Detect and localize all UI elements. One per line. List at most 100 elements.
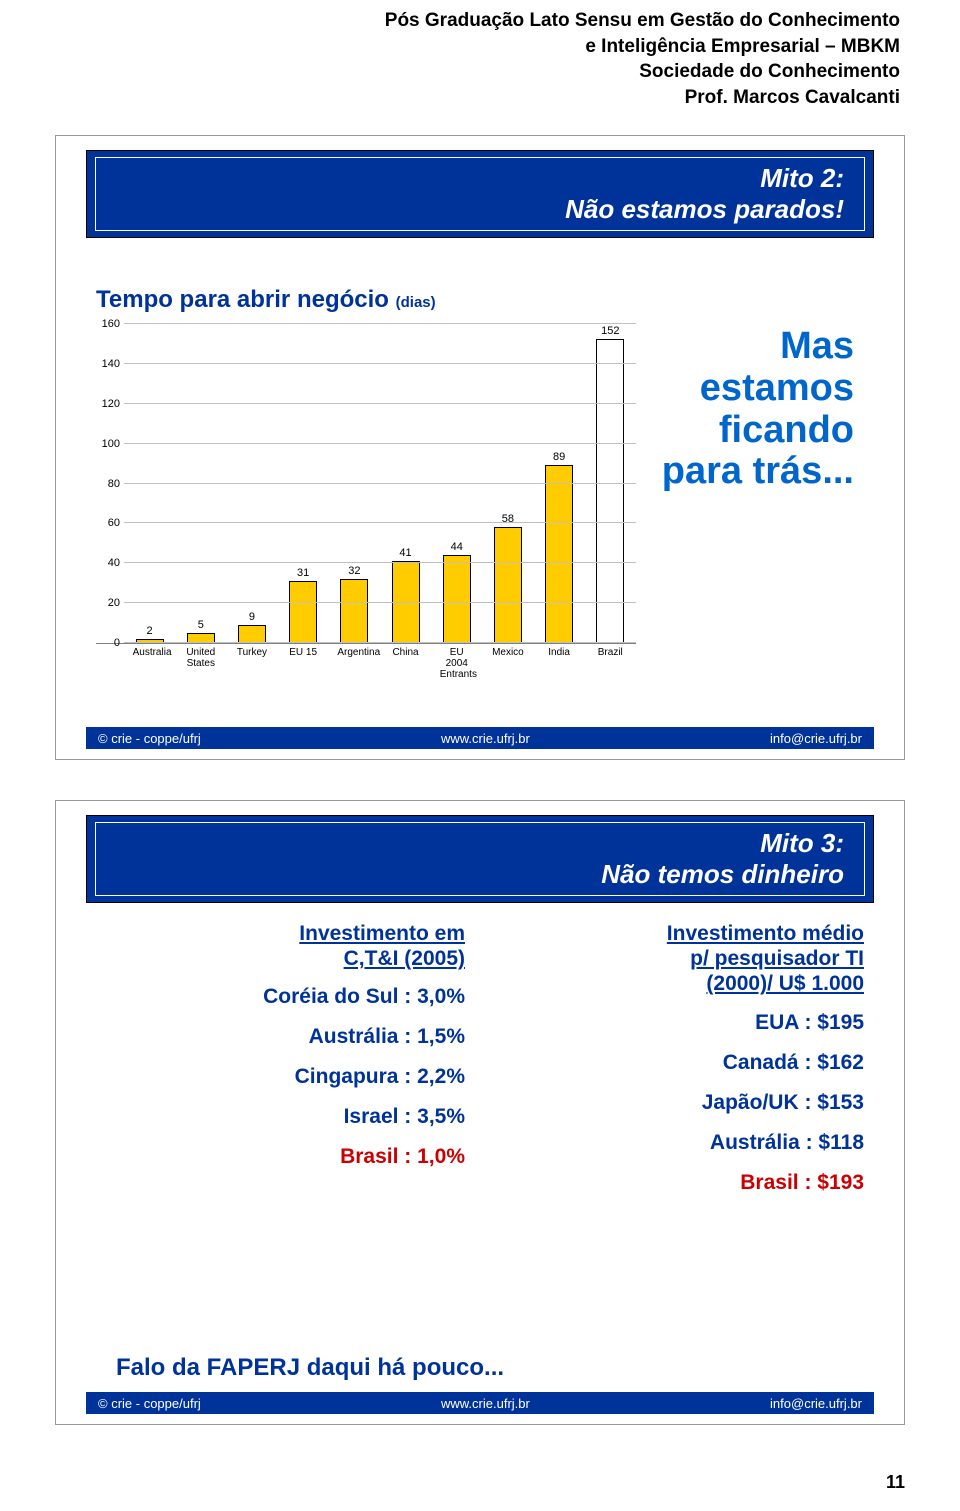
y-tick-label: 0 [96,637,120,649]
title-line-2: Não temos dinheiro [601,859,844,889]
footer-left: © crie - coppe/ufrj [98,731,201,746]
bar-wrap: 9 [235,611,269,643]
slide-title: Mito 2: Não estamos parados! [565,163,844,225]
title-line-2: Não estamos parados! [565,194,844,224]
gridline [124,483,636,484]
left-heading: Investimento em C,T&I (2005) [96,921,465,971]
y-tick-label: 160 [96,318,120,330]
bar-value-label: 44 [451,541,463,553]
x-tick-label: Argentina [337,643,371,680]
right-heading: Investimento médio p/ pesquisador TI (20… [495,921,864,997]
bar-wrap: 2 [133,625,167,643]
left-column: Investimento em C,T&I (2005) Coréia do S… [96,921,465,1211]
footer-bar: © crie - coppe/ufrj www.crie.ufrj.br inf… [86,1392,874,1414]
y-tick-label: 120 [96,398,120,410]
data-row: Austrália : $118 [495,1131,864,1155]
bar-wrap: 89 [542,451,576,643]
bar [494,527,522,643]
x-tick-label: Australia [133,643,167,680]
right-heading-l3: (2000)/ U$ 1.000 [706,972,864,995]
gridline [124,403,636,404]
bar-value-label: 89 [553,451,565,463]
bar-value-label: 31 [297,567,309,579]
y-tick-label: 60 [96,517,120,529]
left-heading-l1: Investimento em [299,922,465,945]
y-tick-label: 40 [96,557,120,569]
gridline [124,642,636,643]
gridline [124,602,636,603]
right-heading-l2: p/ pesquisador TI [690,947,864,970]
x-tick-label: Turkey [235,643,269,680]
y-tick-label: 140 [96,358,120,370]
chart-title-paren: (dias) [396,294,436,311]
chart-title: Tempo para abrir negócio (dias) [96,286,636,314]
x-tick-label: EU 2004 Entrants [440,643,474,680]
slide-1: Mito 2: Não estamos parados! Tempo para … [55,135,905,760]
bar-value-label: 152 [601,325,619,337]
x-tick-label: India [542,643,576,680]
title-line-1: Mito 2: [760,163,844,193]
header-line-1: Pós Graduação Lato Sensu em Gestão do Co… [0,8,900,34]
gridline [124,363,636,364]
title-line-1: Mito 3: [760,828,844,858]
bar-wrap: 31 [286,567,320,643]
bar-wrap: 58 [491,513,525,643]
page-header: Pós Graduação Lato Sensu em Gestão do Co… [0,0,960,111]
right-heading-l1: Investimento médio [667,922,864,945]
bar [545,465,573,643]
data-row: Japão/UK : $153 [495,1091,864,1115]
slide-title: Mito 3: Não temos dinheiro [601,828,844,890]
footer-center: www.crie.ufrj.br [441,731,530,746]
bar-value-label: 5 [198,619,204,631]
footer-center: www.crie.ufrj.br [441,1396,530,1411]
bar-wrap: 44 [440,541,474,643]
x-tick-label: Brazil [593,643,627,680]
left-heading-l2: C,T&I (2005) [344,947,465,970]
bar [596,339,624,643]
bar [340,579,368,643]
bar-wrap: 152 [593,325,627,643]
header-line-2: e Inteligência Empresarial – MBKM [0,34,900,60]
plot-area: 259313241445889152 AustraliaUnited State… [96,324,636,644]
y-tick-label: 80 [96,478,120,490]
gridline [124,443,636,444]
x-axis-labels: AustraliaUnited StatesTurkeyEU 15Argenti… [124,643,636,680]
gridline [124,323,636,324]
bar [443,555,471,643]
page-number: 11 [886,1472,905,1493]
bars-container: 2 5 9 31 32 41 44 58 89 152 [124,324,636,643]
right-column: Investimento médio p/ pesquisador TI (20… [495,921,864,1211]
title-bar: Mito 3: Não temos dinheiro [86,815,874,903]
data-row: Brasil : 1,0% [96,1145,465,1169]
title-bar-inner: Mito 3: Não temos dinheiro [95,822,865,896]
data-row: Coréia do Sul : 3,0% [96,985,465,1009]
data-row: EUA : $195 [495,1011,864,1035]
bar-chart: Tempo para abrir negócio (dias) 2 5 9 31 32 4… [96,286,636,686]
side-commentary: Mas estamos ficando para trás... [634,326,854,493]
y-tick-label: 100 [96,438,120,450]
gridline [124,562,636,563]
footer-right: info@crie.ufrj.br [770,731,862,746]
bar-value-label: 2 [147,625,153,637]
slide-2-body: Investimento em C,T&I (2005) Coréia do S… [96,921,864,1211]
chart-title-main: Tempo para abrir negócio [96,286,396,313]
y-tick-label: 20 [96,597,120,609]
bar-value-label: 41 [399,547,411,559]
bar-wrap: 5 [184,619,218,643]
x-tick-label: China [389,643,423,680]
footer-right: info@crie.ufrj.br [770,1396,862,1411]
footer-left: © crie - coppe/ufrj [98,1396,201,1411]
title-bar: Mito 2: Não estamos parados! [86,150,874,238]
header-line-3: Sociedade do Conhecimento [0,59,900,85]
x-tick-label: EU 15 [286,643,320,680]
x-tick-label: Mexico [491,643,525,680]
data-row: Cingapura : 2,2% [96,1065,465,1089]
data-row: Israel : 3,5% [96,1105,465,1129]
bar-value-label: 9 [249,611,255,623]
data-row: Brasil : $193 [495,1171,864,1195]
footer-bar: © crie - coppe/ufrj www.crie.ufrj.br inf… [86,727,874,749]
title-bar-inner: Mito 2: Não estamos parados! [95,157,865,231]
bar-value-label: 32 [348,565,360,577]
header-line-4: Prof. Marcos Cavalcanti [0,85,900,111]
bar [238,625,266,643]
